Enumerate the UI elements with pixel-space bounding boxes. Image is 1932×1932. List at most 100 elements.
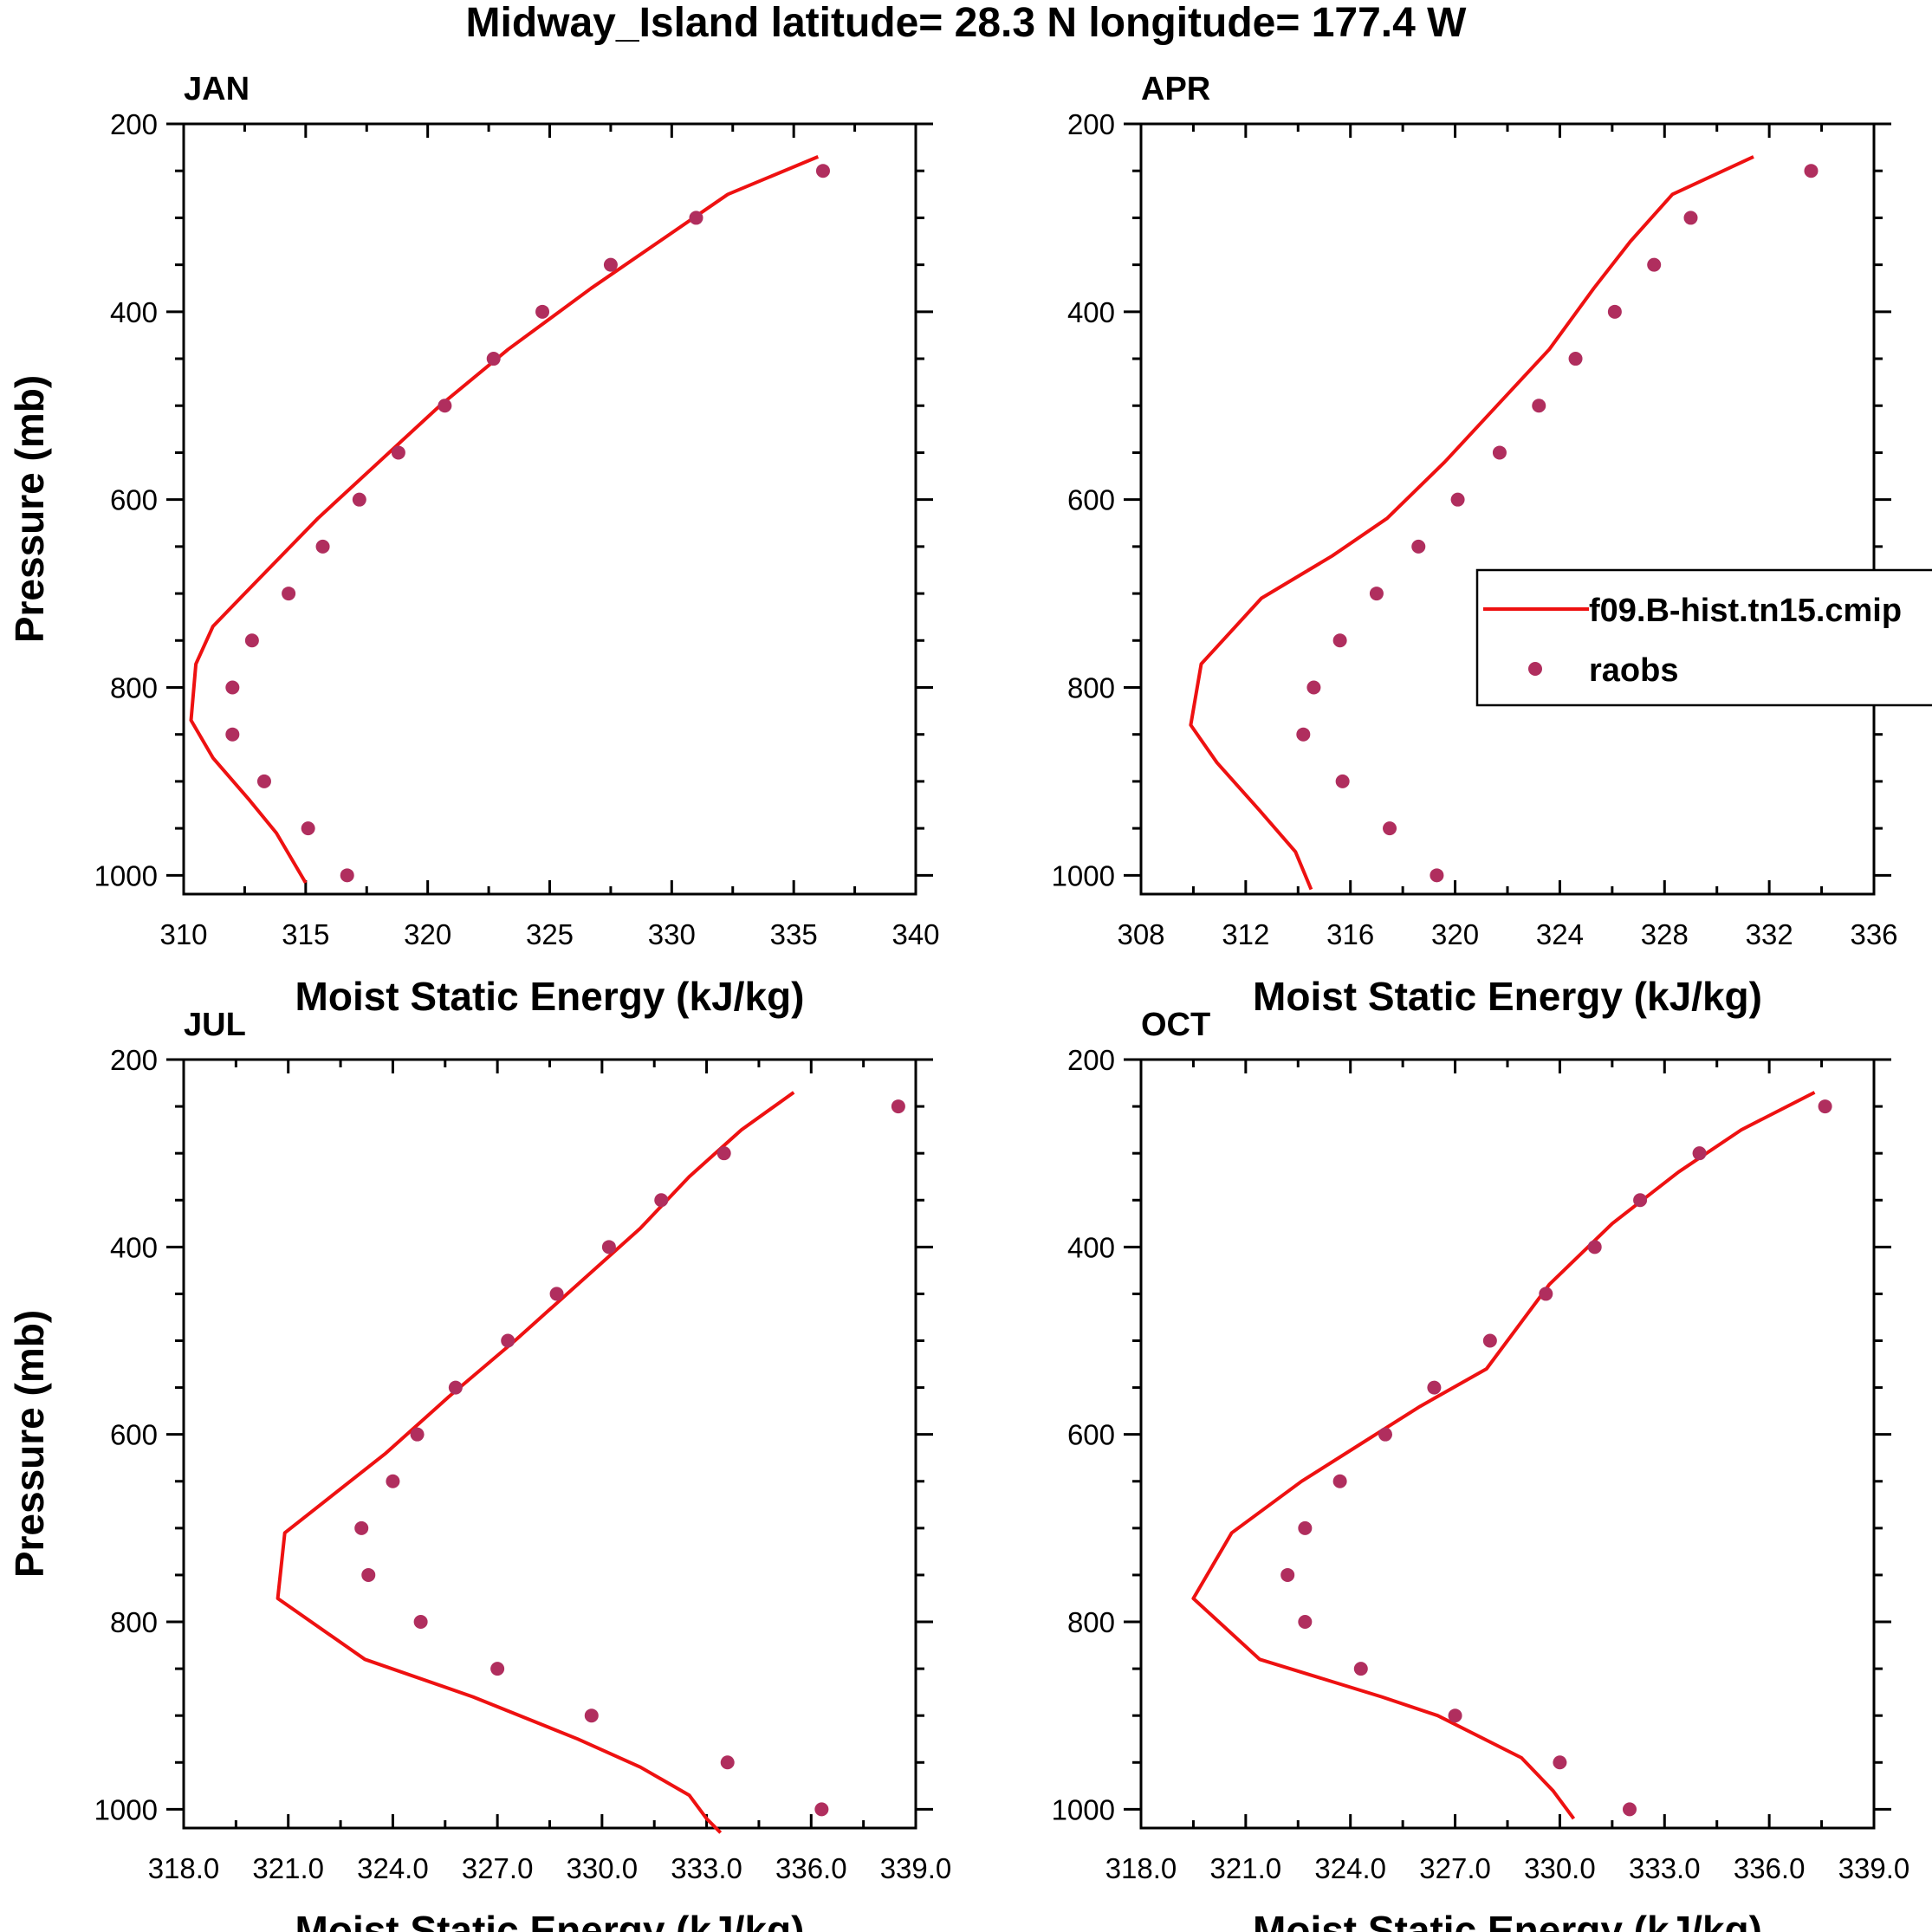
model-series-line	[1191, 1091, 1816, 1820]
x-tick-label: 324.0	[357, 1852, 429, 1884]
x-tick-label: 336.0	[1734, 1852, 1806, 1884]
obs-point	[603, 257, 618, 272]
model-series-line	[276, 1091, 795, 1834]
x-tick-label: 324	[1536, 918, 1584, 950]
obs-point	[438, 399, 452, 413]
x-tick-label: 316	[1326, 918, 1374, 950]
y-tick-label: 1000	[1052, 1793, 1115, 1825]
x-ticks: 308 312 316 320 324 328 332 336	[1117, 124, 1898, 950]
x-tick-label: 340	[891, 918, 939, 950]
obs-series	[1296, 164, 1819, 883]
chart-panel-jul: JUL 318.0 321.0 324.0 327.0 330.0 333.0 336.0 33…	[7, 1007, 951, 1932]
obs-point	[1647, 257, 1662, 272]
obs-point	[1448, 1708, 1462, 1723]
x-tick-label: 330.0	[1524, 1852, 1596, 1884]
obs-point	[1623, 1802, 1637, 1817]
panel-label: OCT	[1141, 1007, 1210, 1043]
x-tick-label: 315	[282, 918, 329, 950]
x-axis-label: Moist Static Energy (kJ/kg)	[1253, 974, 1762, 1019]
y-tick-label: 600	[1067, 1419, 1115, 1451]
x-tick-label: 332	[1746, 918, 1793, 950]
obs-point	[1492, 445, 1507, 460]
obs-point	[315, 539, 330, 554]
obs-point	[225, 680, 240, 695]
obs-point	[1332, 633, 1347, 648]
obs-point	[1298, 1615, 1313, 1630]
obs-point	[1482, 1333, 1497, 1348]
y-axis-label: Pressure (mb)	[7, 375, 52, 643]
obs-point	[486, 352, 501, 366]
x-tick-label: 320	[1431, 918, 1479, 950]
x-tick-label: 336.0	[775, 1852, 847, 1884]
obs-point	[410, 1427, 425, 1442]
y-tick-label: 800	[1067, 671, 1115, 703]
obs-point	[720, 1755, 735, 1770]
obs-point	[1369, 587, 1384, 601]
obs-point	[1332, 1474, 1347, 1488]
obs-point	[689, 211, 703, 225]
obs-point	[1430, 868, 1444, 883]
obs-point	[1353, 1662, 1368, 1676]
y-tick-label: 400	[1067, 1231, 1115, 1263]
plot-frame	[1139, 1058, 1876, 1830]
obs-point	[386, 1474, 400, 1488]
x-tick-label: 328	[1641, 918, 1689, 950]
x-tick-label: 333.0	[1629, 1852, 1701, 1884]
obs-point	[1296, 727, 1311, 742]
panel-label: APR	[1141, 71, 1210, 107]
y-tick-label: 1000	[1052, 859, 1115, 891]
obs-point	[256, 774, 271, 788]
obs-point	[814, 1802, 829, 1817]
y-tick-label: 800	[110, 671, 158, 703]
x-tick-label: 318.0	[148, 1852, 220, 1884]
x-tick-label: 327.0	[1419, 1852, 1491, 1884]
obs-point	[448, 1380, 463, 1395]
obs-point	[1818, 1099, 1832, 1114]
obs-point	[1553, 1755, 1567, 1770]
chart-panel-apr: APR 308 312 316 320 324 328 332 336 200 400 600 800 1…	[1052, 71, 1898, 1019]
obs-point	[891, 1099, 905, 1114]
obs-point	[716, 1146, 731, 1161]
obs-point	[1692, 1146, 1707, 1161]
obs-series	[354, 1099, 905, 1817]
x-tick-label: 325	[526, 918, 574, 950]
y-tick-label: 200	[1067, 108, 1115, 140]
y-tick-label: 800	[1067, 1606, 1115, 1638]
panel-label: JAN	[184, 71, 250, 107]
obs-point	[1587, 1240, 1602, 1255]
panels: JAN 310 315 320 325 330 335 340 200 400 600 800 1000…	[7, 71, 1909, 1932]
x-axis-label: Moist Static Energy (kJ/kg)	[295, 1908, 805, 1932]
x-tick-label: 339.0	[880, 1852, 952, 1884]
x-tick-label: 335	[770, 918, 818, 950]
x-tick-label: 320	[404, 918, 451, 950]
y-ticks: 200 400 600 800 1000	[1052, 108, 1891, 891]
obs-point	[584, 1708, 599, 1723]
x-ticks: 318.0 321.0 324.0 327.0 330.0 333.0 336.0 339.0	[148, 1060, 952, 1884]
obs-point	[391, 445, 405, 460]
y-tick-label: 600	[1067, 484, 1115, 516]
x-tick-label: 321.0	[252, 1852, 324, 1884]
model-series-line	[189, 155, 820, 885]
y-tick-label: 200	[110, 1044, 158, 1076]
x-ticks: 310 315 320 325 330 335 340	[159, 124, 940, 950]
obs-point	[1804, 164, 1819, 178]
obs-point	[1568, 352, 1583, 366]
obs-point	[654, 1193, 669, 1208]
obs-point	[361, 1567, 376, 1582]
y-tick-label: 400	[110, 1231, 158, 1263]
obs-point	[1335, 774, 1350, 788]
obs-point	[1532, 399, 1546, 413]
y-tick-label: 600	[110, 484, 158, 516]
obs-point	[815, 164, 830, 178]
y-ticks: 200 400 600 800 1000	[94, 108, 933, 891]
obs-point	[1306, 680, 1321, 695]
x-tick-label: 310	[159, 918, 207, 950]
x-tick-label: 336	[1850, 918, 1897, 950]
x-tick-label: 330.0	[567, 1852, 639, 1884]
obs-point	[354, 1520, 369, 1535]
panel-label: JUL	[184, 1007, 246, 1043]
y-ticks: 200 400 600 800 1000	[94, 1044, 933, 1825]
obs-point	[301, 821, 315, 836]
legend-obs-swatch	[1528, 662, 1542, 676]
